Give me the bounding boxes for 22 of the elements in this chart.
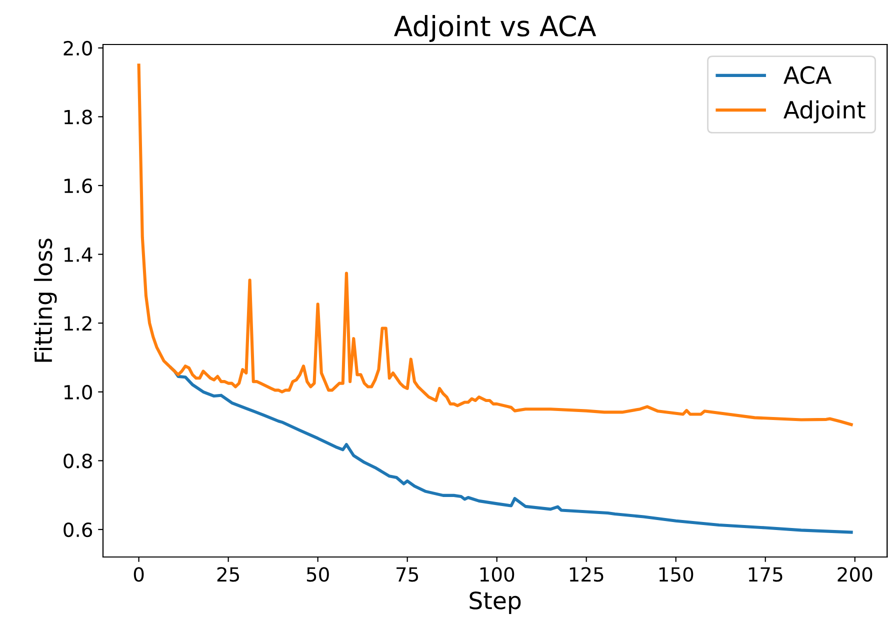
x-tick-label: 200: [838, 567, 872, 582]
y-tick-label: 2.0: [64, 40, 92, 56]
x-tick-label: 0: [134, 567, 144, 582]
chart-title: Adjoint vs ACA: [394, 15, 596, 42]
y-tick-label: 1.8: [64, 110, 92, 124]
x-axis-title: Step: [470, 592, 521, 614]
x-tick-label: 150: [659, 567, 694, 582]
x-tick-label: 75: [396, 567, 418, 582]
y-tick-label: 0.8: [64, 454, 92, 468]
y-tick-label: 1.4: [64, 248, 92, 262]
x-tick-label: 50: [306, 567, 329, 582]
x-tick-label: 125: [570, 567, 604, 582]
y-tick-label: 1.2: [64, 316, 92, 330]
x-tick-label: 25: [217, 567, 239, 582]
x-tick-label: 100: [480, 567, 514, 582]
y-tick-label: 0.6: [64, 522, 92, 538]
legend-label: ACA: [784, 66, 832, 84]
y-tick-label: 1.0: [64, 384, 92, 400]
y-axis-title: Fitting loss: [34, 238, 57, 362]
legend-label: Adjoint: [784, 100, 866, 124]
x-tick-label: 175: [748, 567, 782, 582]
y-tick-label: 1.6: [64, 178, 92, 194]
